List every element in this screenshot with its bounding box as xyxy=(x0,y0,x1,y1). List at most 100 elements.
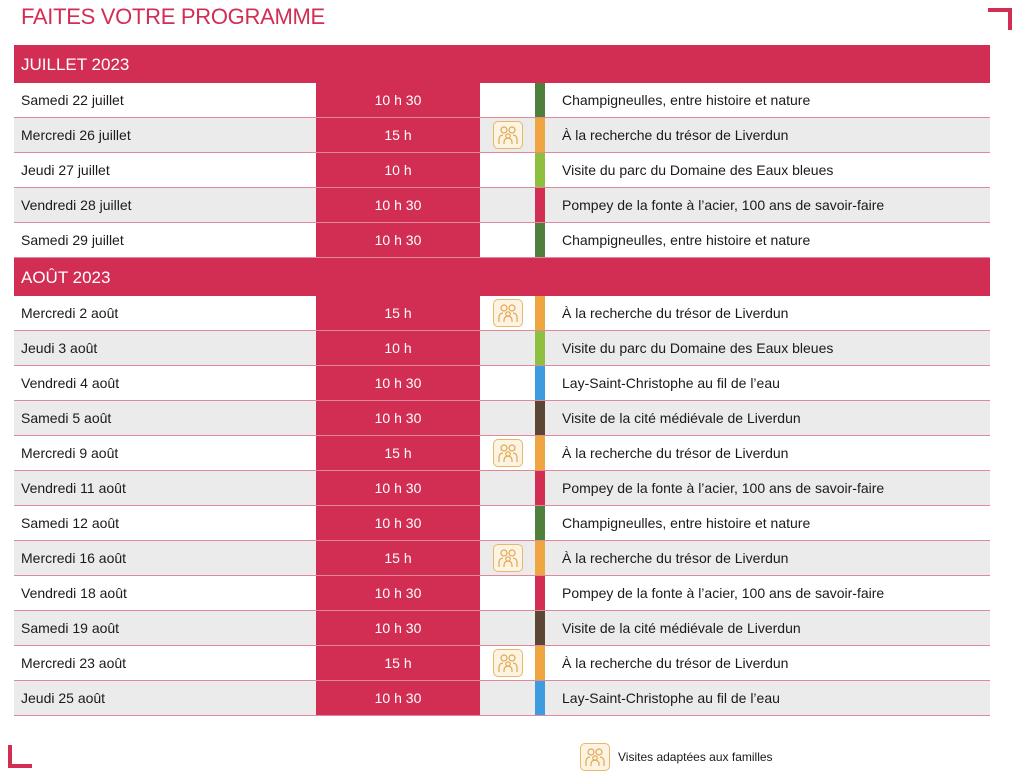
corner-mark-top-right xyxy=(988,8,1012,30)
tour-color-bar xyxy=(535,436,545,470)
tour-title: À la recherche du trésor de Liverdun xyxy=(545,646,990,680)
table-row: Vendredi 11 août 10 h 30 Pompey de la fo… xyxy=(14,471,990,506)
time-cell: 10 h 30 xyxy=(316,506,480,540)
family-icon xyxy=(492,544,523,572)
time-cell: 15 h xyxy=(316,436,480,470)
table-row: Mercredi 2 août 15 h À la recherche du t… xyxy=(14,296,990,331)
corner-mark-bottom-left xyxy=(8,745,32,768)
family-icon xyxy=(492,299,523,327)
date-cell: Mercredi 26 juillet xyxy=(14,118,316,152)
time-cell: 10 h 30 xyxy=(316,83,480,117)
tour-color-bar xyxy=(535,681,545,715)
tour-title: Lay-Saint-Christophe au fil de l’eau xyxy=(545,681,990,715)
table-row: Jeudi 27 juillet 10 h Visite du parc du … xyxy=(14,153,990,188)
time-cell: 10 h xyxy=(316,331,480,365)
tour-color-bar xyxy=(535,153,545,187)
page-title: FAITES VOTRE PROGRAMME xyxy=(21,4,325,29)
time-cell: 10 h 30 xyxy=(316,681,480,715)
date-cell: Samedi 29 juillet xyxy=(14,223,316,257)
date-cell: Jeudi 3 août xyxy=(14,331,316,365)
time-cell: 10 h 30 xyxy=(316,188,480,222)
tour-title: Champigneulles, entre histoire et nature xyxy=(545,83,990,117)
icon-cell xyxy=(480,188,535,222)
legend: Visites adaptées aux familles xyxy=(580,743,773,771)
date-cell: Jeudi 27 juillet xyxy=(14,153,316,187)
tour-title: Lay-Saint-Christophe au fil de l’eau xyxy=(545,366,990,400)
tour-color-bar xyxy=(535,541,545,575)
icon-cell xyxy=(480,223,535,257)
tour-color-bar xyxy=(535,83,545,117)
time-cell: 10 h xyxy=(316,153,480,187)
time-cell: 15 h xyxy=(316,646,480,680)
time-cell: 15 h xyxy=(316,541,480,575)
table-row: Samedi 12 août 10 h 30 Champigneulles, e… xyxy=(14,506,990,541)
family-icon xyxy=(580,743,610,771)
table-row: Samedi 22 juillet 10 h 30 Champigneulles… xyxy=(14,83,990,118)
table-row: Vendredi 4 août 10 h 30 Lay-Saint-Christ… xyxy=(14,366,990,401)
tour-title: Pompey de la fonte à l’acier, 100 ans de… xyxy=(545,188,990,222)
icon-cell xyxy=(480,646,535,680)
month-header: AOÛT 2023 xyxy=(14,258,990,296)
family-icon xyxy=(492,649,523,677)
table-row: Mercredi 16 août 15 h À la recherche du … xyxy=(14,541,990,576)
icon-cell xyxy=(480,331,535,365)
time-cell: 10 h 30 xyxy=(316,576,480,610)
icon-cell xyxy=(480,576,535,610)
icon-cell xyxy=(480,366,535,400)
legend-label: Visites adaptées aux familles xyxy=(618,750,773,764)
time-cell: 15 h xyxy=(316,118,480,152)
time-cell: 10 h 30 xyxy=(316,401,480,435)
tour-title: À la recherche du trésor de Liverdun xyxy=(545,436,990,470)
table-row: Vendredi 28 juillet 10 h 30 Pompey de la… xyxy=(14,188,990,223)
table-row: Samedi 5 août 10 h 30 Visite de la cité … xyxy=(14,401,990,436)
date-cell: Mercredi 16 août xyxy=(14,541,316,575)
tour-color-bar xyxy=(535,471,545,505)
date-cell: Vendredi 18 août xyxy=(14,576,316,610)
date-cell: Samedi 12 août xyxy=(14,506,316,540)
tour-color-bar xyxy=(535,576,545,610)
tour-title: Champigneulles, entre histoire et nature xyxy=(545,506,990,540)
date-cell: Samedi 5 août xyxy=(14,401,316,435)
tour-color-bar xyxy=(535,296,545,330)
tour-color-bar xyxy=(535,611,545,645)
tour-title: À la recherche du trésor de Liverdun xyxy=(545,118,990,152)
tour-title: À la recherche du trésor de Liverdun xyxy=(545,541,990,575)
icon-cell xyxy=(480,436,535,470)
time-cell: 10 h 30 xyxy=(316,611,480,645)
tour-title: Pompey de la fonte à l’acier, 100 ans de… xyxy=(545,576,990,610)
date-cell: Jeudi 25 août xyxy=(14,681,316,715)
icon-cell xyxy=(480,83,535,117)
date-cell: Mercredi 2 août xyxy=(14,296,316,330)
tour-color-bar xyxy=(535,646,545,680)
time-cell: 10 h 30 xyxy=(316,223,480,257)
icon-cell xyxy=(480,681,535,715)
icon-cell xyxy=(480,541,535,575)
date-cell: Vendredi 28 juillet xyxy=(14,188,316,222)
date-cell: Vendredi 4 août xyxy=(14,366,316,400)
icon-cell xyxy=(480,506,535,540)
icon-cell xyxy=(480,471,535,505)
tour-title: Pompey de la fonte à l’acier, 100 ans de… xyxy=(545,471,990,505)
time-cell: 15 h xyxy=(316,296,480,330)
table-row: Mercredi 9 août 15 h À la recherche du t… xyxy=(14,436,990,471)
tour-color-bar xyxy=(535,188,545,222)
tour-title: Visite du parc du Domaine des Eaux bleue… xyxy=(545,331,990,365)
time-cell: 10 h 30 xyxy=(316,366,480,400)
icon-cell xyxy=(480,118,535,152)
icon-cell xyxy=(480,296,535,330)
table-row: Samedi 19 août 10 h 30 Visite de la cité… xyxy=(14,611,990,646)
time-cell: 10 h 30 xyxy=(316,471,480,505)
tour-title: Visite de la cité médiévale de Liverdun xyxy=(545,611,990,645)
table-row: Samedi 29 juillet 10 h 30 Champigneulles… xyxy=(14,223,990,258)
icon-cell xyxy=(480,611,535,645)
tour-title: Visite du parc du Domaine des Eaux bleue… xyxy=(545,153,990,187)
date-cell: Samedi 19 août xyxy=(14,611,316,645)
table-row: Mercredi 23 août 15 h À la recherche du … xyxy=(14,646,990,681)
tour-color-bar xyxy=(535,506,545,540)
tour-color-bar xyxy=(535,331,545,365)
table-row: Vendredi 18 août 10 h 30 Pompey de la fo… xyxy=(14,576,990,611)
tour-color-bar xyxy=(535,401,545,435)
tour-title: À la recherche du trésor de Liverdun xyxy=(545,296,990,330)
table-row: Jeudi 25 août 10 h 30 Lay-Saint-Christop… xyxy=(14,681,990,716)
table-row: Mercredi 26 juillet 15 h À la recherche … xyxy=(14,118,990,153)
